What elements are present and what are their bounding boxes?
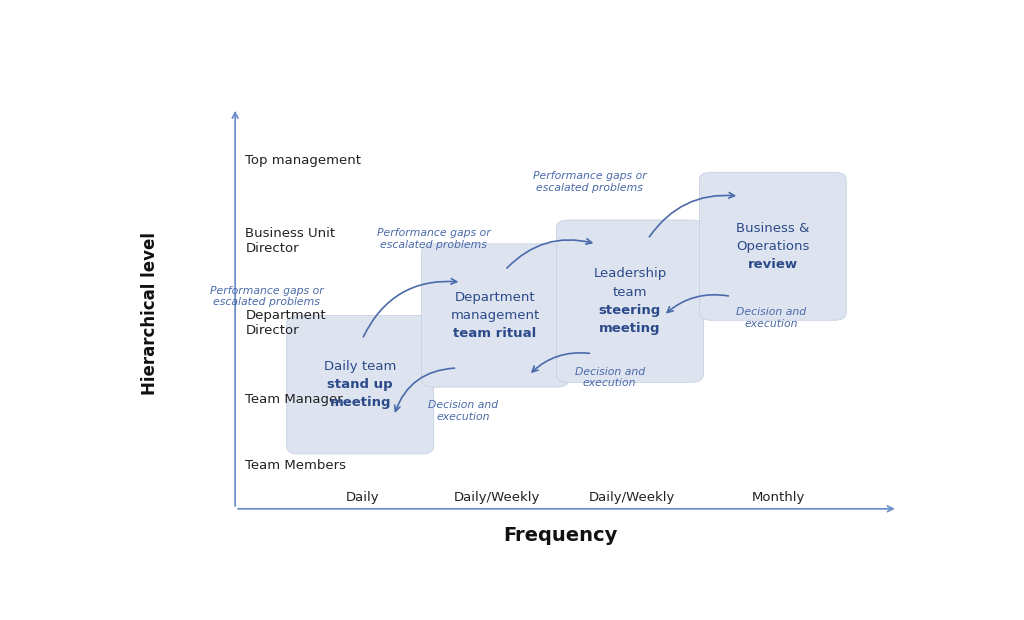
Text: Team Members: Team Members <box>246 459 346 472</box>
Text: Performance gaps or
escalated problems: Performance gaps or escalated problems <box>210 286 324 307</box>
FancyBboxPatch shape <box>699 172 846 321</box>
Text: team ritual: team ritual <box>454 327 537 340</box>
Text: Daily/Weekly: Daily/Weekly <box>589 491 675 504</box>
Text: Department: Department <box>455 291 536 304</box>
Text: Performance gaps or
escalated problems: Performance gaps or escalated problems <box>534 171 647 193</box>
Text: stand up: stand up <box>328 378 393 391</box>
Text: Monthly: Monthly <box>752 491 806 504</box>
Text: Leadership: Leadership <box>593 267 667 280</box>
Text: Hierarchical level: Hierarchical level <box>141 232 159 394</box>
Text: Daily/Weekly: Daily/Weekly <box>454 491 541 504</box>
Text: Daily team: Daily team <box>324 360 396 373</box>
FancyBboxPatch shape <box>557 220 703 383</box>
Text: meeting: meeting <box>599 322 660 335</box>
Text: Performance gaps or
escalated problems: Performance gaps or escalated problems <box>377 228 490 250</box>
Text: Decision and
execution: Decision and execution <box>736 307 806 329</box>
Text: steering: steering <box>599 304 662 317</box>
Text: review: review <box>748 258 798 271</box>
Text: Top management: Top management <box>246 154 361 167</box>
Text: Business Unit
Director: Business Unit Director <box>246 228 336 255</box>
Text: management: management <box>451 309 540 322</box>
Text: Operations: Operations <box>736 240 810 253</box>
Text: team: team <box>612 286 647 299</box>
Text: Business &: Business & <box>736 221 810 234</box>
FancyBboxPatch shape <box>287 316 433 454</box>
Text: Daily: Daily <box>345 491 379 504</box>
Text: Frequency: Frequency <box>504 526 617 544</box>
Text: Department
Director: Department Director <box>246 309 326 337</box>
Text: meeting: meeting <box>330 396 391 409</box>
Text: Decision and
execution: Decision and execution <box>574 367 645 388</box>
FancyBboxPatch shape <box>422 244 568 387</box>
Text: Team Manager: Team Manager <box>246 392 343 405</box>
Text: Decision and
execution: Decision and execution <box>428 400 498 422</box>
